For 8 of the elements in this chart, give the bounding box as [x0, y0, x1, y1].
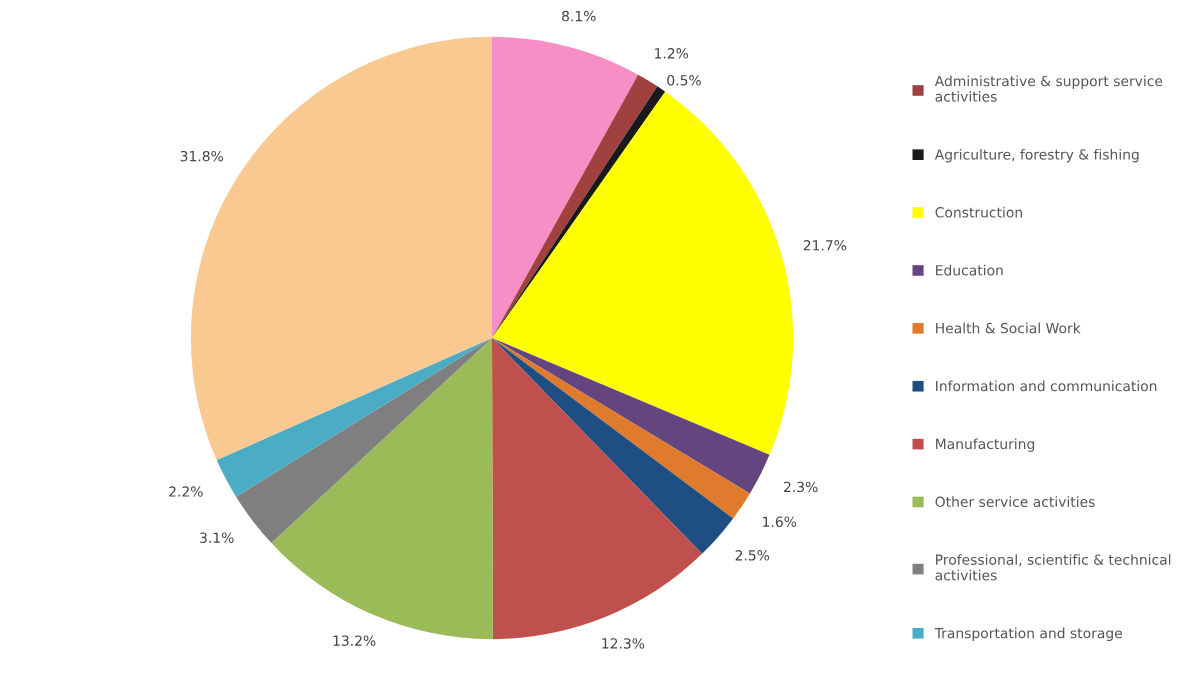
pie-slice	[492, 338, 770, 494]
pie-slice	[492, 338, 750, 519]
pie-slice	[236, 338, 492, 543]
pie-slice	[492, 36, 639, 338]
pie-slice	[492, 91, 794, 455]
pie-slice	[216, 338, 492, 497]
pie-slice	[492, 338, 703, 640]
pie-slice	[492, 338, 734, 554]
